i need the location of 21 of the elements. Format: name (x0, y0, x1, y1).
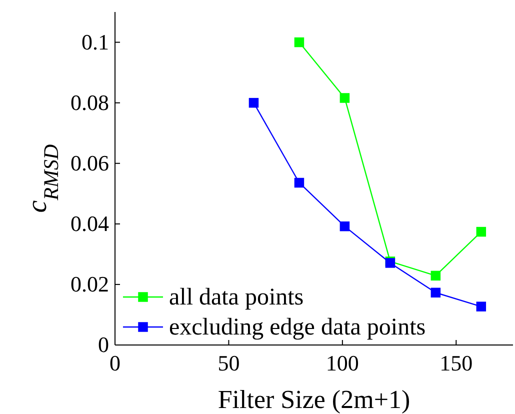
x-tick-label: 100 (326, 350, 359, 376)
x-axis-title: Filter Size (2m+1) (218, 385, 410, 414)
point (248, 98, 259, 108)
point (294, 178, 304, 188)
point (430, 270, 441, 281)
y-tick-label: 0.1 (82, 29, 109, 54)
point (294, 37, 304, 48)
point (476, 302, 486, 312)
y-tick-label: 0.02 (70, 271, 109, 296)
x-tick-label: 50 (218, 350, 240, 376)
point (340, 221, 350, 232)
point (430, 288, 441, 298)
legend-label: all data points (169, 284, 304, 311)
point (340, 93, 350, 103)
point (476, 226, 486, 237)
y-tick-label: 0.06 (70, 150, 109, 176)
y-tick-label: 0 (98, 332, 109, 358)
y-tick-label: 0.04 (70, 210, 109, 236)
x-tick-label: 150 (440, 350, 473, 376)
legend-label: excluding edge data points (169, 314, 426, 341)
y-tick-label: 0.08 (70, 90, 109, 115)
